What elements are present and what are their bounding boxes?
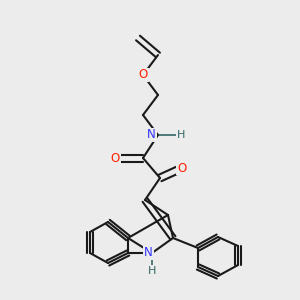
- Text: O: O: [177, 161, 187, 175]
- Text: H: H: [177, 130, 185, 140]
- Text: H: H: [148, 266, 156, 276]
- Text: O: O: [138, 68, 148, 82]
- Text: N: N: [147, 128, 156, 142]
- Text: N: N: [144, 247, 153, 260]
- Text: O: O: [110, 152, 120, 164]
